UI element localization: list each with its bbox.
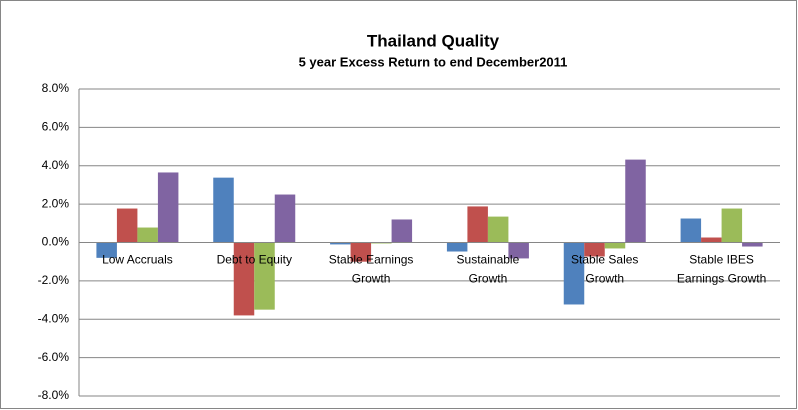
bar — [254, 242, 275, 310]
bar — [137, 227, 158, 243]
chart-subtitle: 5 year Excess Return to end December2011 — [299, 54, 568, 69]
bar — [742, 242, 763, 247]
bar — [604, 242, 626, 249]
bar — [508, 242, 529, 259]
x-tick-label: Stable Sales Growth — [571, 253, 638, 286]
y-tick-label: -8.0% — [38, 388, 70, 402]
x-tick-label: Sustainable Growth — [457, 253, 520, 286]
x-tick-label: Debt to Equity — [217, 253, 292, 267]
bar — [116, 208, 138, 243]
y-tick-label: -2.0% — [38, 273, 70, 287]
bar — [467, 206, 488, 243]
x-tick-label: Low Accruals — [102, 253, 173, 267]
y-tick-label: -4.0% — [38, 311, 70, 325]
chart-title: Thailand Quality — [367, 31, 500, 50]
bar — [96, 242, 117, 258]
bar — [701, 237, 722, 243]
bar — [233, 242, 255, 316]
bar — [330, 242, 351, 245]
bar — [391, 219, 413, 243]
bar — [563, 242, 585, 305]
y-tick-label: 2.0% — [42, 196, 70, 210]
bar — [213, 177, 234, 243]
bar — [446, 242, 468, 252]
x-tick-label: Stable Earnings Growth — [329, 253, 414, 286]
bar — [487, 216, 509, 243]
bar — [157, 172, 179, 243]
bar — [721, 208, 743, 243]
y-tick-label: 6.0% — [42, 120, 70, 134]
y-tick-label: 8.0% — [42, 81, 70, 95]
x-tick-label: Stable IBES Earnings Growth — [677, 253, 766, 286]
bar — [584, 242, 605, 257]
bar — [350, 242, 372, 262]
bar — [680, 218, 702, 243]
bar — [625, 159, 646, 243]
y-tick-label: -6.0% — [38, 350, 70, 364]
bar — [274, 194, 296, 243]
y-tick-label: 0.0% — [42, 235, 70, 249]
y-tick-label: 4.0% — [42, 158, 70, 172]
